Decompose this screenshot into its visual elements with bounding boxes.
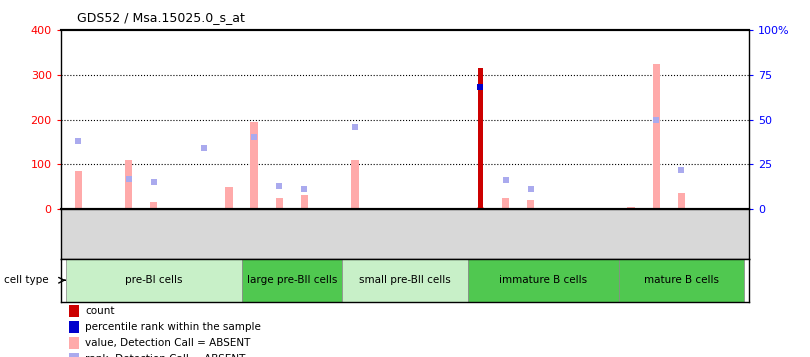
- Bar: [66, 259, 241, 302]
- Bar: [468, 259, 619, 302]
- Bar: [501, 198, 509, 209]
- Bar: [241, 259, 342, 302]
- Text: cell type: cell type: [4, 275, 49, 285]
- Bar: [250, 122, 258, 209]
- Bar: [342, 259, 468, 302]
- Text: immature B cells: immature B cells: [499, 275, 587, 285]
- Text: small pre-BII cells: small pre-BII cells: [359, 275, 451, 285]
- Bar: [75, 171, 82, 209]
- Text: percentile rank within the sample: percentile rank within the sample: [85, 322, 261, 332]
- Text: value, Detection Call = ABSENT: value, Detection Call = ABSENT: [85, 338, 250, 348]
- Bar: [653, 64, 660, 209]
- Bar: [150, 202, 157, 209]
- Bar: [275, 198, 284, 209]
- Bar: [125, 160, 132, 209]
- Bar: [225, 186, 233, 209]
- Text: count: count: [85, 306, 114, 316]
- Bar: [301, 195, 309, 209]
- Bar: [351, 160, 359, 209]
- Bar: [476, 207, 484, 209]
- Bar: [619, 259, 744, 302]
- Text: large pre-BII cells: large pre-BII cells: [247, 275, 337, 285]
- Bar: [628, 207, 635, 209]
- Bar: [678, 193, 685, 209]
- Bar: [478, 68, 483, 209]
- Text: mature B cells: mature B cells: [644, 275, 719, 285]
- Bar: [526, 200, 535, 209]
- Text: pre-BI cells: pre-BI cells: [125, 275, 182, 285]
- Text: GDS52 / Msa.15025.0_s_at: GDS52 / Msa.15025.0_s_at: [77, 11, 245, 24]
- Text: rank, Detection Call = ABSENT: rank, Detection Call = ABSENT: [85, 354, 245, 357]
